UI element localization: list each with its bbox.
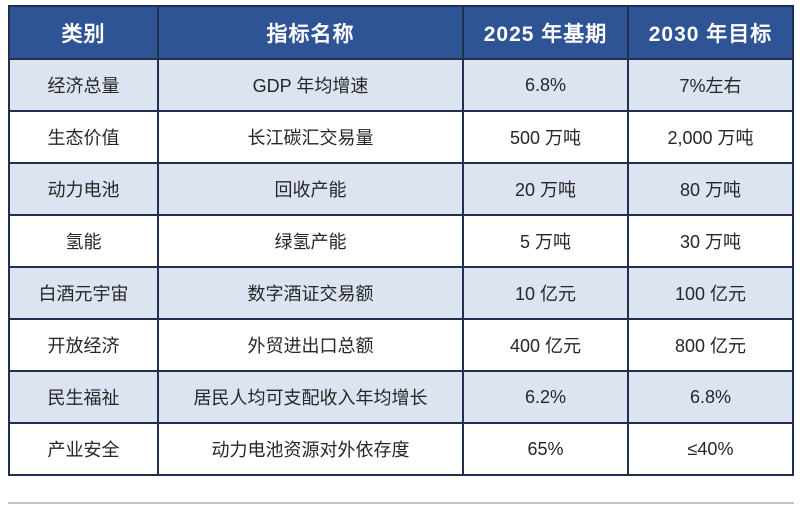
cell-indicator: 居民人均可支配收入年均增长: [157, 370, 464, 424]
cell-base: 20 万吨: [462, 162, 629, 216]
cell-indicator: 回收产能: [157, 162, 464, 216]
cell-target: 800 亿元: [627, 318, 794, 372]
cell-category: 开放经济: [8, 318, 159, 372]
cell-target: 7%左右: [627, 58, 794, 112]
table-row: 生态价值 长江碳汇交易量 500 万吨 2,000 万吨: [8, 110, 794, 164]
column-header-indicator: 指标名称: [157, 5, 464, 60]
cell-category: 动力电池: [8, 162, 159, 216]
table-header-row: 类别 指标名称 2025 年基期 2030 年目标: [8, 5, 794, 60]
cell-target: 30 万吨: [627, 214, 794, 268]
cell-category: 经济总量: [8, 58, 159, 112]
table-row: 氢能 绿氢产能 5 万吨 30 万吨: [8, 214, 794, 268]
cell-category: 产业安全: [8, 422, 159, 476]
column-header-2030-target: 2030 年目标: [627, 5, 794, 60]
cell-target: 2,000 万吨: [627, 110, 794, 164]
cell-base: 400 亿元: [462, 318, 629, 372]
cell-indicator: 长江碳汇交易量: [157, 110, 464, 164]
column-header-category: 类别: [8, 5, 159, 60]
cell-target: 80 万吨: [627, 162, 794, 216]
cell-category: 民生福祉: [8, 370, 159, 424]
cell-base: 5 万吨: [462, 214, 629, 268]
cell-indicator: 数字酒证交易额: [157, 266, 464, 320]
table-row: 民生福祉 居民人均可支配收入年均增长 6.2% 6.8%: [8, 370, 794, 424]
cell-target: ≤40%: [627, 422, 794, 476]
table-row: 白酒元宇宙 数字酒证交易额 10 亿元 100 亿元: [8, 266, 794, 320]
cell-category: 白酒元宇宙: [8, 266, 159, 320]
cell-base: 65%: [462, 422, 629, 476]
cell-base: 10 亿元: [462, 266, 629, 320]
cell-target: 100 亿元: [627, 266, 794, 320]
bottom-divider: [8, 502, 794, 504]
cell-indicator: 动力电池资源对外依存度: [157, 422, 464, 476]
cell-base: 500 万吨: [462, 110, 629, 164]
cell-indicator: GDP 年均增速: [157, 58, 464, 112]
table-row: 动力电池 回收产能 20 万吨 80 万吨: [8, 162, 794, 216]
column-header-2025-base: 2025 年基期: [462, 5, 629, 60]
cell-indicator: 外贸进出口总额: [157, 318, 464, 372]
table-row: 开放经济 外贸进出口总额 400 亿元 800 亿元: [8, 318, 794, 372]
table-row: 产业安全 动力电池资源对外依存度 65% ≤40%: [8, 422, 794, 476]
kpi-table: 类别 指标名称 2025 年基期 2030 年目标 经济总量 GDP 年均增速 …: [8, 5, 794, 476]
cell-target: 6.8%: [627, 370, 794, 424]
cell-base: 6.2%: [462, 370, 629, 424]
table-row: 经济总量 GDP 年均增速 6.8% 7%左右: [8, 58, 794, 112]
cell-base: 6.8%: [462, 58, 629, 112]
cell-category: 生态价值: [8, 110, 159, 164]
cell-category: 氢能: [8, 214, 159, 268]
cell-indicator: 绿氢产能: [157, 214, 464, 268]
